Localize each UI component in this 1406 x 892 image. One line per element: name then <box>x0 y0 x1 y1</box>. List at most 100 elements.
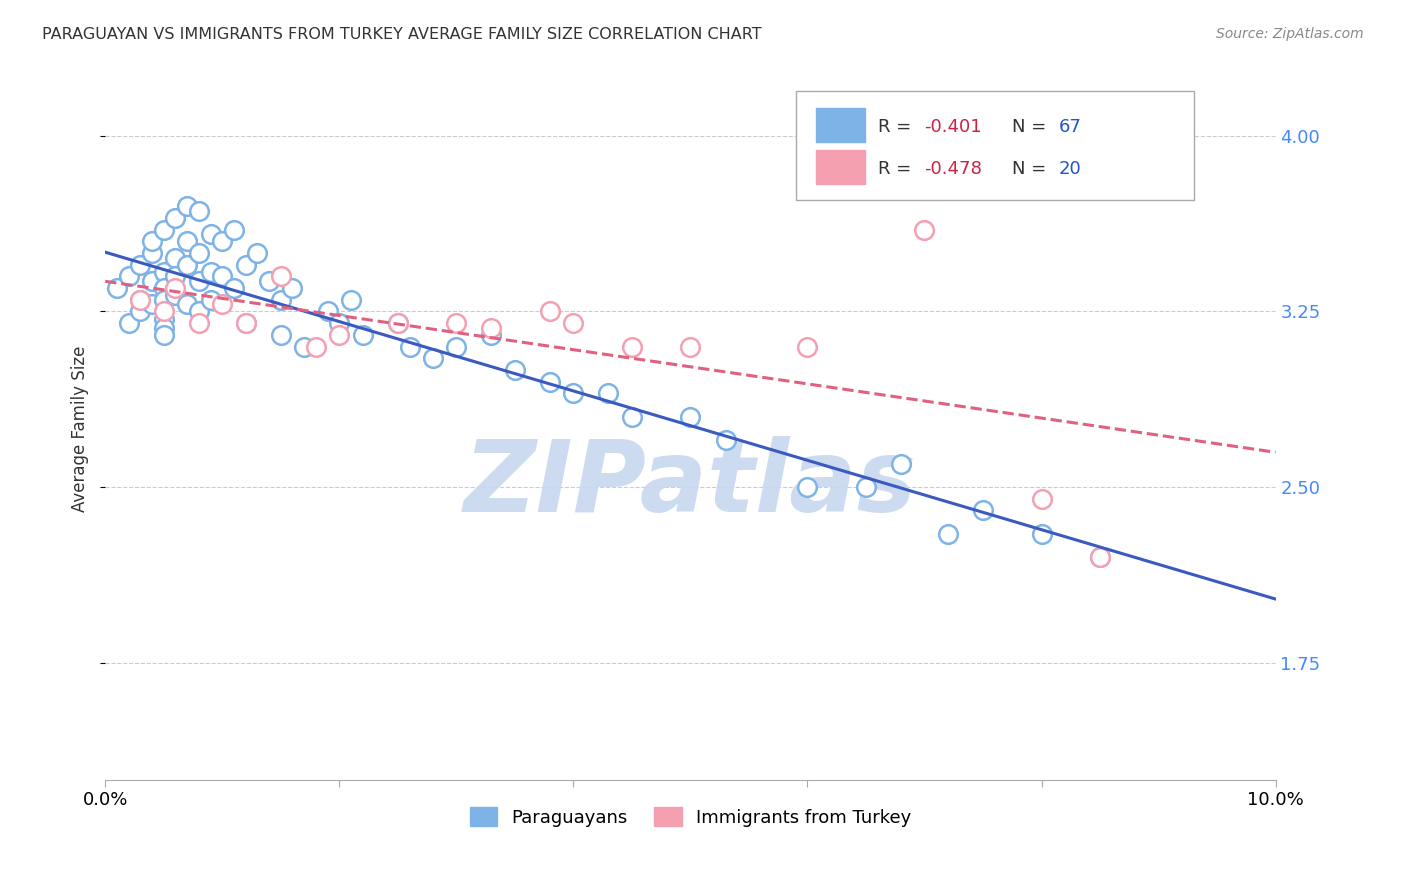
Point <box>936 526 959 541</box>
Text: N =: N = <box>1012 118 1052 136</box>
Point <box>292 340 315 354</box>
Point <box>796 340 818 354</box>
Point <box>211 234 233 248</box>
Point <box>129 304 152 318</box>
Point <box>257 274 280 288</box>
Point <box>141 234 163 248</box>
Point <box>117 269 139 284</box>
Point <box>446 316 468 330</box>
Point <box>152 293 174 307</box>
FancyBboxPatch shape <box>815 151 865 184</box>
Point <box>538 375 561 389</box>
Point <box>187 246 209 260</box>
Point <box>1088 550 1111 565</box>
Point <box>200 293 222 307</box>
Point <box>340 293 363 307</box>
Point <box>165 269 187 284</box>
Point <box>211 269 233 284</box>
Text: PARAGUAYAN VS IMMIGRANTS FROM TURKEY AVERAGE FAMILY SIZE CORRELATION CHART: PARAGUAYAN VS IMMIGRANTS FROM TURKEY AVE… <box>42 27 762 42</box>
Point <box>141 297 163 311</box>
Point <box>141 274 163 288</box>
Point <box>165 288 187 302</box>
Text: 67: 67 <box>1059 118 1083 136</box>
Point <box>328 316 350 330</box>
Point <box>129 293 152 307</box>
Text: Source: ZipAtlas.com: Source: ZipAtlas.com <box>1216 27 1364 41</box>
Point <box>246 246 269 260</box>
Point <box>152 327 174 342</box>
Text: ZIPatlas: ZIPatlas <box>464 436 917 533</box>
Point <box>1088 550 1111 565</box>
Point <box>152 311 174 326</box>
Point <box>679 340 702 354</box>
Legend: Paraguayans, Immigrants from Turkey: Paraguayans, Immigrants from Turkey <box>463 800 918 834</box>
Text: -0.478: -0.478 <box>925 160 983 178</box>
Point <box>855 480 877 494</box>
Point <box>200 227 222 242</box>
Point <box>200 265 222 279</box>
FancyBboxPatch shape <box>796 92 1194 201</box>
Point <box>328 327 350 342</box>
Point <box>165 211 187 225</box>
Point <box>398 340 420 354</box>
FancyBboxPatch shape <box>815 108 865 142</box>
Point <box>387 316 409 330</box>
Point <box>187 274 209 288</box>
Point <box>152 321 174 335</box>
Point <box>187 304 209 318</box>
Point <box>176 199 198 213</box>
Point <box>211 297 233 311</box>
Point <box>222 281 245 295</box>
Point <box>422 351 444 366</box>
Point <box>152 281 174 295</box>
Point <box>316 304 339 318</box>
Point <box>714 434 737 448</box>
Text: -0.401: -0.401 <box>925 118 983 136</box>
Point <box>129 293 152 307</box>
Point <box>176 234 198 248</box>
Point <box>187 316 209 330</box>
Text: R =: R = <box>877 160 917 178</box>
Point <box>620 409 643 424</box>
Point <box>152 304 174 318</box>
Point <box>562 316 585 330</box>
Point <box>187 203 209 218</box>
Point <box>1031 491 1053 506</box>
Point <box>152 222 174 236</box>
Point <box>620 340 643 354</box>
Point <box>129 258 152 272</box>
Point <box>235 316 257 330</box>
Point <box>270 293 292 307</box>
Point <box>235 316 257 330</box>
Point <box>352 327 374 342</box>
Point <box>176 258 198 272</box>
Point <box>176 297 198 311</box>
Point <box>117 316 139 330</box>
Point <box>914 222 936 236</box>
Point <box>165 281 187 295</box>
Point <box>387 316 409 330</box>
Point <box>222 222 245 236</box>
Point <box>796 480 818 494</box>
Point <box>235 258 257 272</box>
Point <box>890 457 912 471</box>
Point <box>562 386 585 401</box>
Text: R =: R = <box>877 118 917 136</box>
Point <box>446 340 468 354</box>
Text: N =: N = <box>1012 160 1052 178</box>
Point <box>679 409 702 424</box>
Point <box>481 321 503 335</box>
Point <box>972 503 994 517</box>
Point <box>281 281 304 295</box>
Point <box>305 340 328 354</box>
Point <box>481 327 503 342</box>
Point <box>270 269 292 284</box>
Text: 20: 20 <box>1059 160 1081 178</box>
Point <box>141 246 163 260</box>
Point <box>1031 526 1053 541</box>
Point <box>105 281 128 295</box>
Point <box>270 327 292 342</box>
Y-axis label: Average Family Size: Average Family Size <box>72 345 89 512</box>
Point <box>538 304 561 318</box>
Point <box>165 251 187 265</box>
